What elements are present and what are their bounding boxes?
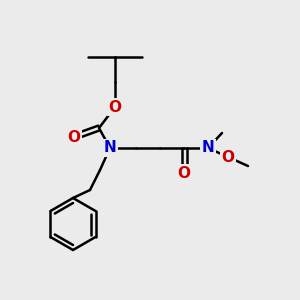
Text: O: O: [109, 100, 122, 115]
Text: O: O: [68, 130, 80, 145]
Text: N: N: [202, 140, 214, 155]
Text: N: N: [103, 140, 116, 155]
Text: O: O: [178, 166, 190, 181]
Text: O: O: [221, 149, 235, 164]
